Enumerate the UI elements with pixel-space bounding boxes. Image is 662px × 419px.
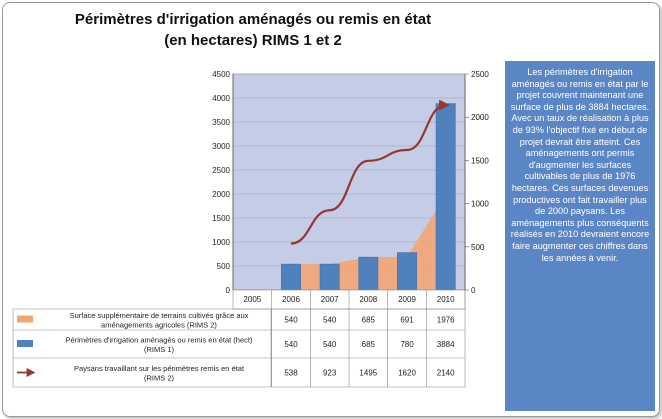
chart-svg: 0 500 1000 1500 2000 2500 3000 3500 4000 4500 0 500…	[12, 70, 489, 388]
legend-label-line: (RIMS 1)	[144, 345, 175, 354]
side-text-panel: Les périmètres d'irrigation aménagés ou …	[505, 61, 655, 411]
legend-label: Périmètres d'irrigation aménagés ou remi…	[66, 335, 253, 354]
table-value: 691	[400, 316, 414, 325]
category-label: 2010	[437, 295, 455, 304]
category-label: 2009	[398, 295, 416, 304]
legend-label-line: (RIMS 2)	[144, 373, 175, 382]
legend-label-line: Périmètres d'irrigation aménagés ou remi…	[66, 335, 253, 344]
y-right-tick-label: 1000	[471, 200, 489, 209]
y-left-tick-label: 4500	[212, 70, 230, 79]
y-left-tick-label: 3500	[212, 118, 230, 127]
legend-label-line: Surface supplémentaire de terrains culti…	[70, 311, 249, 320]
bar-perimetres	[397, 252, 417, 291]
table-value: 3884	[437, 340, 455, 349]
table-value: 1495	[359, 369, 377, 378]
legend-label: Paysans travaillant sur les périmètres r…	[74, 364, 245, 383]
bar-perimetres	[319, 263, 340, 291]
table-value: 538	[284, 369, 298, 378]
y-left-tick-label: 3000	[212, 142, 230, 151]
chart-title-line-2: (en hectares) RIMS 1 et 2	[164, 32, 342, 49]
category-label: 2008	[359, 295, 377, 304]
table-value: 1976	[437, 316, 455, 325]
table-value: 540	[284, 340, 298, 349]
table-value: 1620	[398, 369, 416, 378]
bar-perimetres	[435, 103, 456, 291]
y-right-tick-label: 2000	[471, 113, 489, 122]
category-label: 2007	[321, 295, 339, 304]
table-value: 923	[323, 369, 337, 378]
y-left-tick-label: 0	[226, 286, 231, 295]
table-value: 2140	[437, 369, 455, 378]
legend-label: Surface supplémentaire de terrains culti…	[70, 311, 249, 330]
legend-symbol-bar	[17, 340, 33, 347]
line-paysans	[290, 99, 451, 245]
table-value: 685	[362, 316, 376, 325]
y-left-tick-label: 1000	[212, 238, 230, 247]
y-right-tick-label: 1500	[471, 156, 489, 165]
y-left-tick-label: 1500	[212, 214, 230, 223]
category-label: 2006	[282, 295, 300, 304]
y-right-tick-label: 0	[471, 286, 476, 295]
y-left-tick-label: 2500	[212, 166, 230, 175]
legend-label-line: aménagements agricoles (RIMS 2)	[101, 320, 217, 329]
table-value: 685	[362, 340, 376, 349]
table-value: 540	[323, 340, 337, 349]
chart-title: Périmètres d'irrigation aménagés ou remi…	[63, 9, 443, 51]
table-value: 540	[323, 316, 337, 325]
legend-label-line: Paysans travaillant sur les périmètres r…	[74, 364, 245, 373]
category-label: 2005	[243, 295, 261, 304]
chart-title-line-1: Périmètres d'irrigation aménagés ou remi…	[74, 11, 432, 28]
y-left-tick-label: 500	[217, 262, 231, 271]
legend-symbol-area	[17, 315, 33, 323]
y-left-tick-label: 4000	[212, 94, 230, 103]
y-left-tick-label: 2000	[212, 190, 230, 199]
bar-perimetres	[358, 256, 379, 291]
table-value: 540	[284, 316, 298, 325]
y-right-tick-label: 500	[471, 243, 485, 252]
y-right-tick-label: 2500	[471, 70, 489, 79]
table-value: 780	[400, 340, 414, 349]
bar-perimetres	[281, 263, 301, 291]
data-table-bg	[13, 309, 465, 387]
